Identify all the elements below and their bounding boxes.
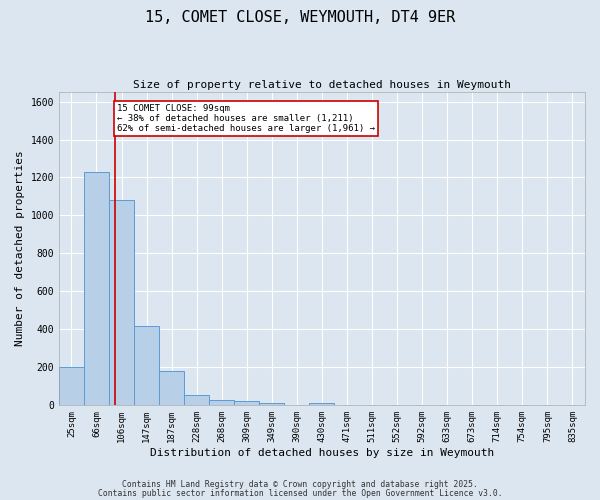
Bar: [109, 200, 134, 405]
Y-axis label: Number of detached properties: Number of detached properties: [15, 150, 25, 346]
Title: Size of property relative to detached houses in Weymouth: Size of property relative to detached ho…: [133, 80, 511, 90]
Bar: [159, 370, 184, 405]
Bar: [234, 402, 259, 405]
Text: 15 COMET CLOSE: 99sqm
← 38% of detached houses are smaller (1,211)
62% of semi-d: 15 COMET CLOSE: 99sqm ← 38% of detached …: [117, 104, 375, 134]
Bar: [84, 172, 109, 405]
Bar: [209, 400, 234, 405]
Text: 15, COMET CLOSE, WEYMOUTH, DT4 9ER: 15, COMET CLOSE, WEYMOUTH, DT4 9ER: [145, 10, 455, 25]
Text: Contains public sector information licensed under the Open Government Licence v3: Contains public sector information licen…: [98, 489, 502, 498]
Bar: [259, 403, 284, 405]
Bar: [134, 326, 159, 405]
Bar: [59, 367, 84, 405]
Text: Contains HM Land Registry data © Crown copyright and database right 2025.: Contains HM Land Registry data © Crown c…: [122, 480, 478, 489]
X-axis label: Distribution of detached houses by size in Weymouth: Distribution of detached houses by size …: [150, 448, 494, 458]
Bar: [310, 404, 334, 405]
Bar: [184, 396, 209, 405]
